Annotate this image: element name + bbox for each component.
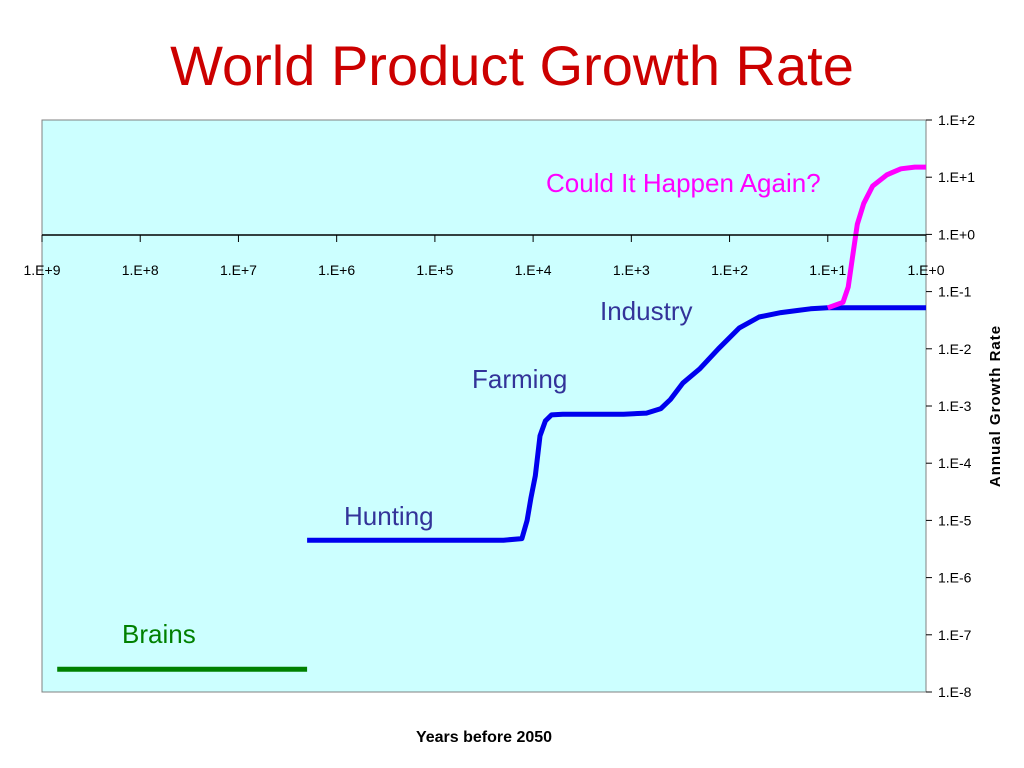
y-tick-label: 1.E+2 bbox=[938, 112, 975, 128]
y-axis-label: Annual Growth Rate bbox=[987, 325, 1004, 487]
annotation-industry: Industry bbox=[600, 296, 693, 326]
y-tick-label: 1.E-7 bbox=[938, 627, 972, 643]
y-tick-label: 1.E-6 bbox=[938, 570, 972, 586]
y-tick-label: 1.E-2 bbox=[938, 341, 972, 357]
x-tick-label: 1.E+5 bbox=[416, 262, 453, 278]
annotations: Brains Hunting Farming Industry Could It Hap… bbox=[122, 168, 821, 649]
x-axis-label: Years before 2050 bbox=[416, 729, 552, 746]
x-tick-label: 1.E+1 bbox=[809, 262, 846, 278]
x-tick-label: 1.E+9 bbox=[24, 262, 61, 278]
y-tick-label: 1.E+0 bbox=[938, 226, 975, 242]
series-line-could-it-happen-again bbox=[826, 164, 926, 311]
annotation-could-it-happen-again: Could It Happen Again? bbox=[546, 168, 821, 198]
x-tick-label: 1.E+6 bbox=[318, 262, 355, 278]
y-tick-label: 1.E-8 bbox=[938, 684, 972, 700]
annotation-brains: Brains bbox=[122, 619, 196, 649]
x-tick-label: 1.E+3 bbox=[613, 262, 650, 278]
x-tick-label: 1.E+7 bbox=[220, 262, 257, 278]
annotation-farming: Farming bbox=[472, 364, 567, 394]
x-ticks: 1.E+9 1.E+8 1.E+7 1.E+6 1.E+5 1.E+4 1.E+3 1.E+2… bbox=[24, 235, 945, 278]
annotation-hunting: Hunting bbox=[344, 501, 434, 531]
x-tick-label: 1.E+0 bbox=[908, 262, 945, 278]
y-tick-label: 1.E-1 bbox=[938, 284, 972, 300]
x-tick-label: 1.E+8 bbox=[122, 262, 159, 278]
plot-area bbox=[41, 119, 927, 693]
y-tick-label: 1.E+1 bbox=[938, 169, 975, 185]
y-tick-label: 1.E-5 bbox=[938, 512, 972, 528]
y-tick-label: 1.E-4 bbox=[938, 455, 972, 471]
series-line-hunting bbox=[307, 305, 926, 543]
x-tick-label: 1.E+4 bbox=[515, 262, 552, 278]
y-tick-label: 1.E-3 bbox=[938, 398, 972, 414]
chart-title: World Product Growth Rate bbox=[170, 34, 854, 97]
y-ticks: 1.E+2 1.E+1 1.E+0 1.E-1 1.E-2 1.E-3 1.E-4 1.E-5… bbox=[926, 112, 975, 700]
x-tick-label: 1.E+2 bbox=[711, 262, 748, 278]
series-layer bbox=[57, 164, 926, 672]
